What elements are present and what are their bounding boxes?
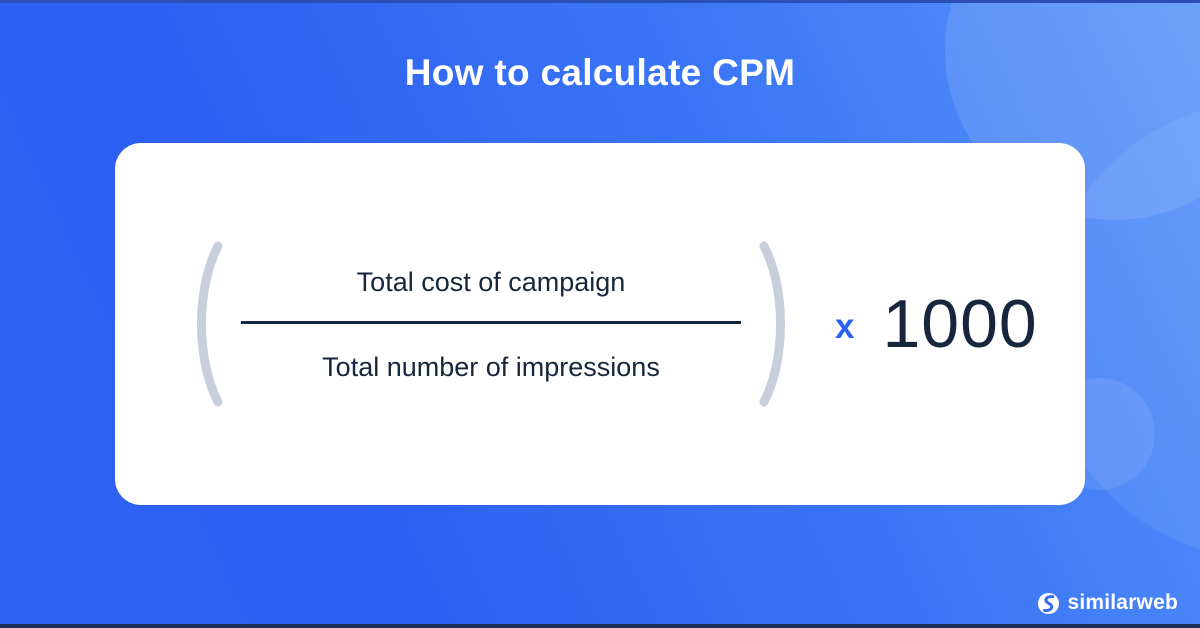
open-paren-icon	[197, 241, 223, 407]
denominator: Total number of impressions	[322, 351, 660, 382]
similarweb-wordmark: similarweb	[1067, 591, 1178, 614]
similarweb-icon	[1038, 592, 1060, 614]
multiply-operator: x	[835, 306, 855, 346]
page-title: How to calculate CPM	[404, 52, 796, 93]
close-paren-icon	[759, 241, 785, 407]
fraction-bar	[241, 320, 741, 324]
bottom-edge-strip	[0, 624, 1200, 628]
numerator: Total cost of campaign	[356, 266, 626, 297]
multiplier-value: 1000	[882, 286, 1038, 362]
formula-card: Total cost of campaign Total number of i…	[115, 143, 1085, 505]
similarweb-logo: similarweb	[1037, 591, 1178, 615]
fraction: Total cost of campaign Total number of i…	[241, 265, 741, 384]
top-edge-strip	[0, 0, 1200, 3]
